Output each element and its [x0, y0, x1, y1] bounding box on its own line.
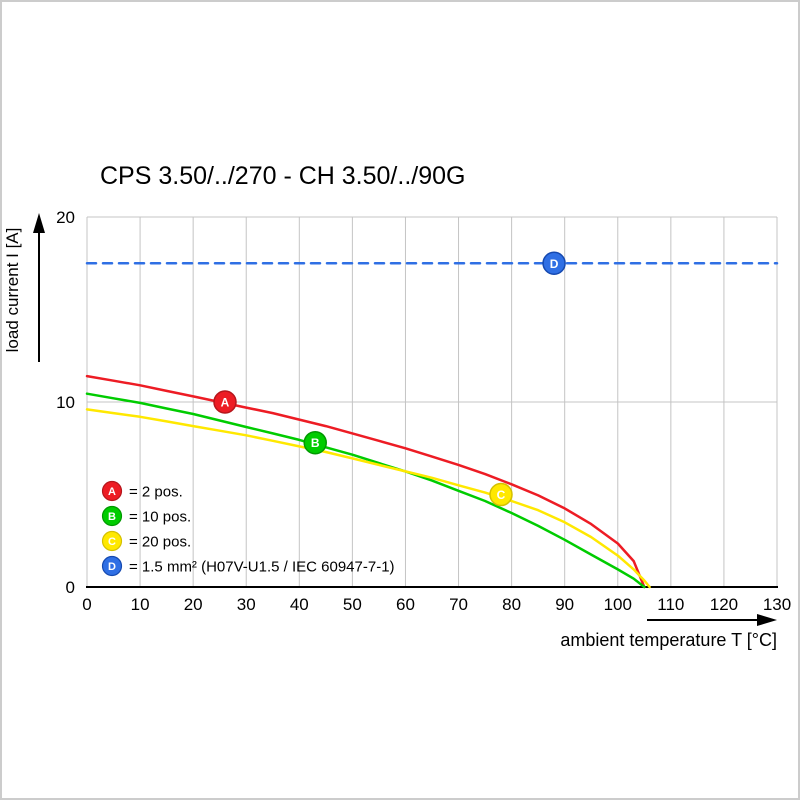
x-tick-label-50: 50 [343, 595, 362, 614]
legend-marker-D-icon [101, 555, 123, 577]
legend-marker-label-C: C [108, 536, 116, 548]
marker-label-C: C [497, 488, 506, 502]
legend-text-B: = 10 pos. [129, 509, 191, 526]
y-axis-title: load current I [A] [3, 228, 22, 353]
legend-marker-A-icon [101, 480, 123, 502]
legend-text-D: = 1.5 mm² (H07V-U1.5 / IEC 60947-7-1) [129, 559, 395, 576]
legend-text-C: = 20 pos. [129, 534, 191, 551]
x-tick-label-40: 40 [290, 595, 309, 614]
x-tick-label-20: 20 [184, 595, 203, 614]
legend-marker-label-B: B [108, 511, 116, 523]
legend-marker-label-A: A [108, 486, 116, 498]
curve-A [85, 374, 646, 589]
marker-D: D [542, 251, 566, 275]
x-axis-title: ambient temperature T [°C] [560, 630, 777, 650]
legend-item-D: D = 1.5 mm² (H07V-U1.5 / IEC 60947-7-1) [101, 555, 395, 577]
x-tick-label-0: 0 [82, 595, 91, 614]
marker-label-D: D [550, 257, 559, 271]
legend-item-B: B = 10 pos. [101, 505, 191, 527]
marker-label-B: B [311, 436, 320, 450]
derating-chart: 0 10 20 30 40 50 60 70 80 90 100 110 120 130 0 10 20 load… [3, 208, 791, 650]
legend-text-A: = 2 pos. [129, 484, 183, 501]
marker-C: C [489, 482, 513, 507]
marker-label-A: A [221, 396, 230, 410]
x-tick-label-10: 10 [131, 595, 150, 614]
legend-item-C: C = 20 pos. [101, 530, 191, 552]
x-tick-label-100: 100 [604, 595, 632, 614]
x-axis-arrow-head-icon [757, 614, 777, 626]
legend-item-A: A = 2 pos. [101, 480, 183, 502]
x-tick-label-70: 70 [449, 595, 468, 614]
x-tick-label-60: 60 [396, 595, 415, 614]
chart-title: CPS 3.50/../270 - CH 3.50/../90G [100, 162, 466, 190]
y-axis-arrow-head-icon [33, 213, 45, 233]
x-tick-label-120: 120 [710, 595, 738, 614]
x-tick-label-30: 30 [237, 595, 256, 614]
x-tick-label-80: 80 [502, 595, 521, 614]
marker-A: A [213, 390, 237, 414]
legend-marker-label-D: D [108, 561, 116, 573]
y-tick-label-0: 0 [66, 578, 75, 597]
legend-marker-B-icon [101, 505, 123, 527]
y-tick-label-10: 10 [56, 393, 75, 412]
y-tick-label-20: 20 [56, 208, 75, 227]
x-tick-label-110: 110 [657, 595, 684, 614]
curve-C [85, 408, 651, 589]
x-tick-label-130: 130 [763, 595, 791, 614]
x-tick-label-90: 90 [555, 595, 574, 614]
curve-B [85, 392, 646, 589]
legend-marker-C-icon [101, 530, 123, 552]
marker-B: B [303, 430, 327, 455]
